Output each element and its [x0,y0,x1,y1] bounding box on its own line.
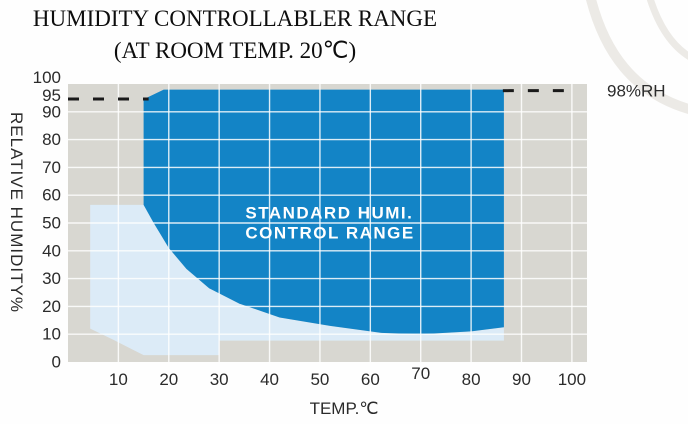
y-tick-label-60: 60 [42,186,61,205]
y-tick-label-0: 0 [52,353,61,372]
y-tick-label-20: 20 [42,297,61,316]
y-tick-label-30: 30 [42,269,61,288]
y-tick-label-100: 100 [33,68,61,87]
x-tick-label-30: 30 [210,370,229,389]
y-tick-label-95: 95 [42,86,61,105]
x-tick-label-10: 10 [109,370,128,389]
y-tick-label-70: 70 [42,158,61,177]
y-axis-title: RELATIVE HUMIDITY% [7,112,26,313]
y-tick-label-10: 10 [42,325,61,344]
x-tick-label-80: 80 [462,370,481,389]
watermark-arc [586,0,688,115]
x-tick-label-50: 50 [310,370,329,389]
chart-subtitle: (AT ROOM TEMP. 20℃) [113,38,357,63]
x-tick-label-40: 40 [260,370,279,389]
x-tick-label-70: 70 [411,364,430,383]
chart-title: HUMIDITY CONTROLLABLER RANGE [32,6,438,31]
region-label-line2: CONTROL RANGE [245,224,414,243]
x-tick-label-20: 20 [159,370,178,389]
region-label-line1: STANDARD HUMI. [245,204,413,223]
wide-range-region [90,204,504,356]
max-rh-label: 98%RH [607,82,666,101]
y-tick-label-50: 50 [42,214,61,233]
standard-range-region [143,89,504,335]
y-tick-label-80: 80 [42,130,61,149]
x-axis-title: TEMP.℃ [310,399,379,418]
x-tick-label-90: 90 [512,370,531,389]
y-tick-label-40: 40 [42,241,61,260]
y-tick-label-90: 90 [42,102,61,121]
x-tick-label-100: 100 [558,370,586,389]
watermark-arc [646,0,688,60]
x-tick-label-60: 60 [361,370,380,389]
